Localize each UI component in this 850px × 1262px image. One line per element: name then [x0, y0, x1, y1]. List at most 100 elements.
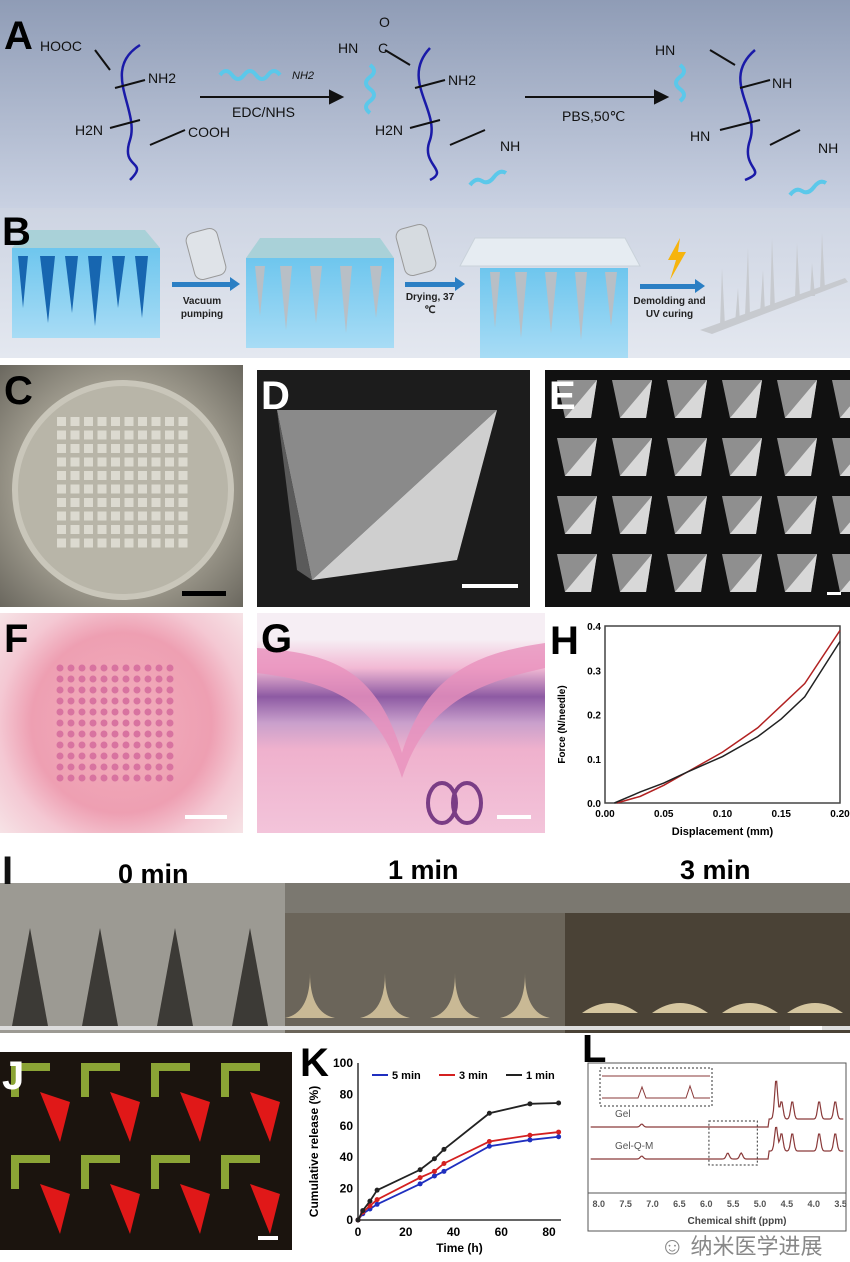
needle-square	[178, 538, 188, 548]
needle-face	[840, 464, 850, 476]
needle-square	[84, 430, 93, 440]
needle-3min	[582, 1003, 638, 1013]
needle-square	[138, 484, 147, 494]
insertion-hole	[78, 774, 86, 782]
x-tick-label: 0.20	[830, 809, 850, 820]
insertion-hole	[67, 719, 75, 727]
plot-frame	[604, 625, 841, 804]
cumulative-release-chart: 0 20 40 60 80 0 20 40 60 80 100 Time (h) Cumulative …	[307, 1056, 562, 1255]
insertion-hole	[89, 763, 97, 771]
insertion-hole	[122, 752, 130, 760]
needle-square	[57, 484, 66, 494]
data-point	[367, 1198, 373, 1204]
needle-face	[675, 496, 707, 534]
needle-3min	[652, 1003, 708, 1013]
plot-frame	[587, 1062, 847, 1232]
reagent-nh2: NH2	[292, 70, 315, 82]
needle-face	[840, 406, 850, 418]
needle-square	[111, 430, 120, 440]
panel-b-fabrication-process: B Vacuum pumping Drying, 37 ℃ Demolding …	[0, 208, 850, 358]
needle-square	[70, 457, 80, 467]
red-signal	[180, 1184, 210, 1234]
needle-square	[151, 430, 161, 440]
insertion-hole	[122, 730, 130, 738]
reagent-pbs: PBS,50℃	[562, 108, 626, 124]
time-label-0: 0 min	[118, 859, 189, 889]
needle-face	[840, 522, 850, 534]
needle-face	[675, 380, 707, 418]
insertion-hole	[122, 719, 130, 727]
needle-square	[84, 444, 93, 453]
needle-square	[57, 457, 66, 467]
needle-square	[111, 484, 120, 494]
group-nh: NH	[500, 138, 521, 154]
insertion-hole	[67, 686, 75, 694]
insertion-hole	[100, 697, 108, 705]
insertion-hole	[111, 708, 119, 716]
needle-square	[111, 457, 120, 467]
needle-square	[84, 457, 93, 467]
x-tick-label: 4.5	[781, 1199, 794, 1209]
data-point	[441, 1146, 447, 1152]
spectrum-label: Gel	[615, 1109, 631, 1120]
needle-sem	[277, 410, 497, 580]
needle-square	[165, 457, 174, 467]
needle-square	[97, 430, 107, 440]
group-nh2: NH2	[148, 70, 177, 86]
insertion-hole	[100, 708, 108, 716]
insertion-hole	[56, 686, 64, 694]
red-signal	[40, 1184, 70, 1234]
red-signal	[40, 1092, 70, 1142]
insertion-hole	[67, 675, 75, 683]
force-displacement-chart: 0.00 0.05 0.10 0.15 0.20 0.0 0.1 0.2 0.3 0.4 Displ…	[557, 622, 850, 838]
insertion-hole	[67, 708, 75, 716]
panel-h-force-chart: 0.00 0.05 0.10 0.15 0.20 0.0 0.1 0.2 0.3 0.4 Displ…	[550, 613, 850, 843]
needle-1min	[430, 973, 480, 1018]
y-tick-label: 0.3	[587, 666, 601, 677]
insertion-hole	[111, 730, 119, 738]
needle-square	[57, 511, 66, 521]
needle-square	[124, 538, 134, 548]
needle-square	[111, 444, 120, 453]
insertion-hole	[67, 763, 75, 771]
insertion-hole	[89, 686, 97, 694]
group-h2n: H2N	[375, 122, 404, 138]
needle-square	[151, 457, 161, 467]
needle-square	[124, 417, 134, 426]
needle-sem	[832, 554, 850, 592]
needle-square	[111, 511, 120, 521]
data-point	[556, 1100, 562, 1106]
series-line	[357, 1135, 559, 1221]
needle-3min	[722, 1003, 778, 1013]
needle-square	[178, 444, 188, 453]
needle-face	[785, 496, 817, 534]
insertion-hole	[144, 741, 152, 749]
insertion-hole	[166, 664, 174, 672]
needle-square	[151, 538, 161, 548]
needle-square	[178, 457, 188, 467]
needle-square	[84, 471, 93, 480]
needle-square	[138, 525, 147, 534]
insertion-hole	[56, 719, 64, 727]
x-tick-label: 4.0	[807, 1199, 820, 1209]
insertion-hole	[89, 708, 97, 716]
needle-square	[111, 498, 120, 507]
insertion-hole	[166, 774, 174, 782]
needle-square	[84, 511, 93, 521]
needle-square	[97, 471, 107, 480]
group-hn: HN	[655, 42, 676, 58]
insertion-hole	[78, 686, 86, 694]
x-tick-label: 20	[399, 1225, 413, 1239]
needle-square	[57, 417, 66, 426]
insertion-hole	[122, 697, 130, 705]
y-tick-label: 0.2	[587, 711, 601, 722]
insertion-hole	[144, 664, 152, 672]
data-point	[556, 1129, 562, 1135]
needle-square	[84, 417, 93, 426]
panel-label: H	[550, 619, 579, 663]
needle-square	[70, 484, 80, 494]
x-tick-label: 0.15	[772, 809, 792, 820]
insertion-hole	[89, 741, 97, 749]
data-point	[486, 1110, 492, 1116]
needle-square	[165, 430, 174, 440]
